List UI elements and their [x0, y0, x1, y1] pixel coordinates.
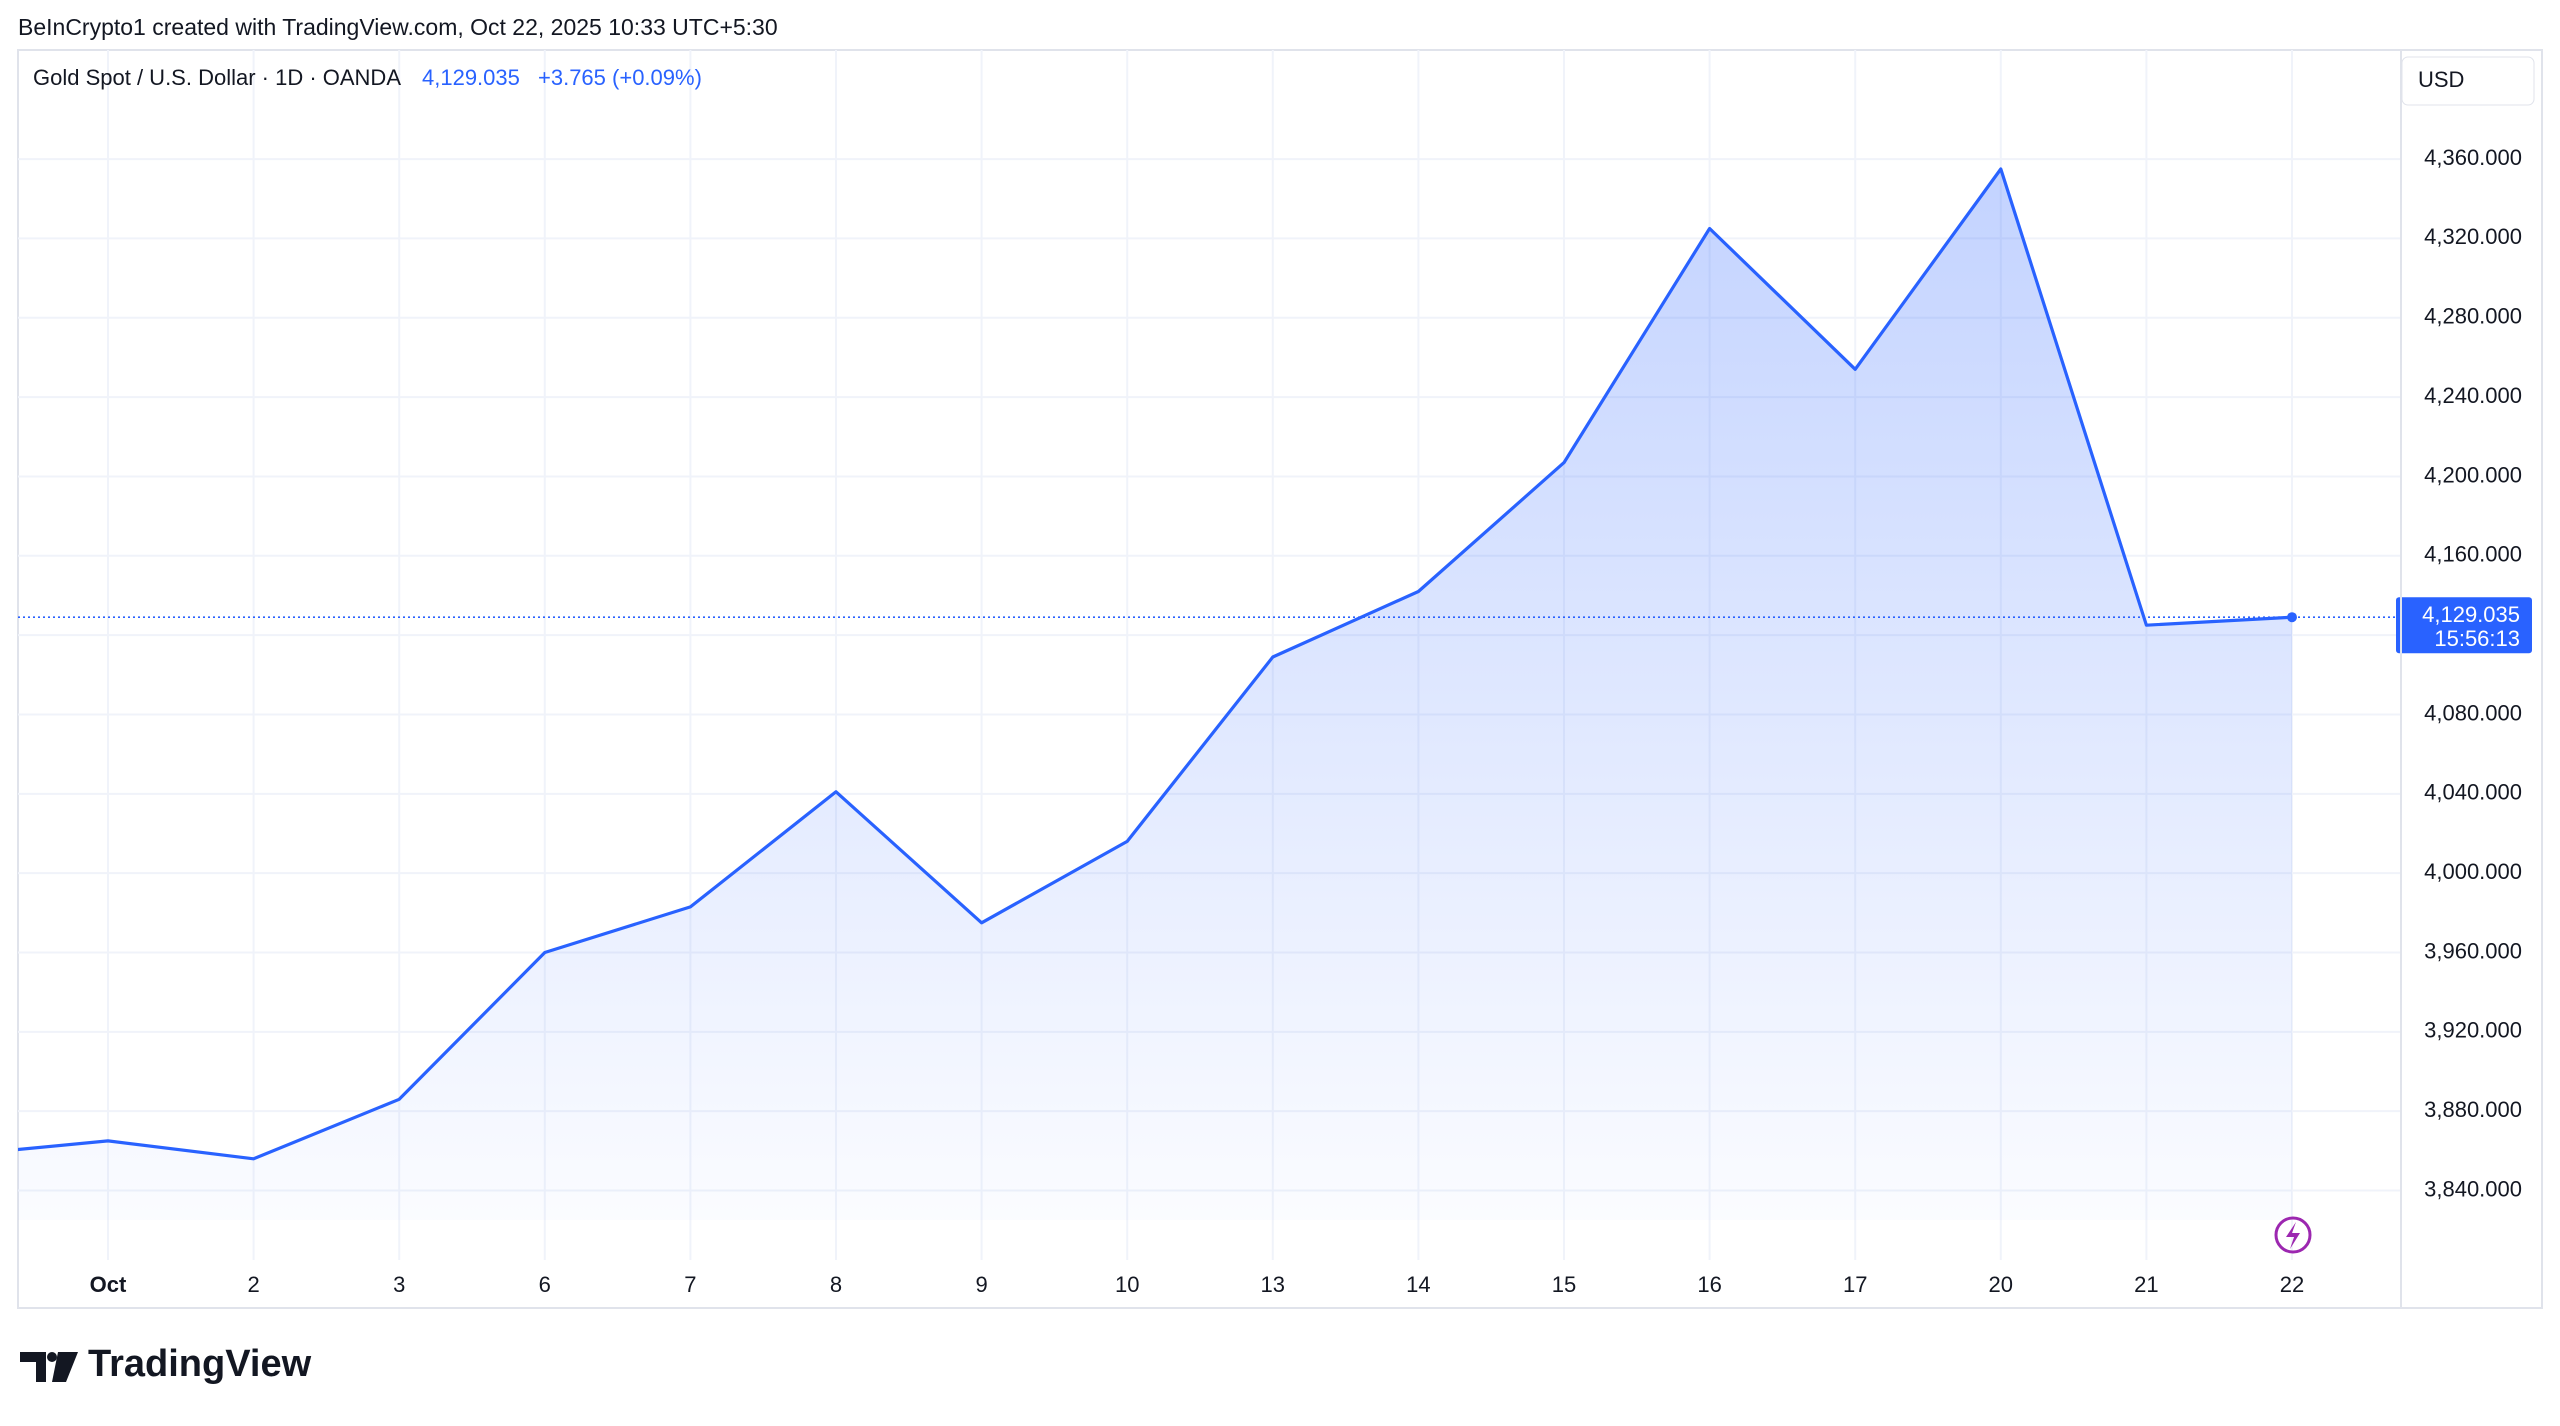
y-tick-label: 3,880.000: [2424, 1097, 2522, 1122]
legend-change: +3.765 (+0.09%): [538, 65, 702, 90]
alert-icon[interactable]: [2274, 1216, 2312, 1254]
y-tick-label: 4,360.000: [2424, 145, 2522, 170]
x-tick-label: 9: [975, 1272, 987, 1297]
header: BeInCrypto1 created with TradingView.com…: [18, 14, 778, 40]
y-tick-label: 4,280.000: [2424, 304, 2522, 329]
last-point: [2287, 612, 2297, 623]
x-tick-label: Oct: [90, 1272, 127, 1297]
tv-logo: TradingView: [20, 1343, 312, 1385]
x-tick-label: 3: [393, 1272, 405, 1297]
x-tick-label: 6: [539, 1272, 551, 1297]
y-tick-label: 3,840.000: [2424, 1176, 2522, 1201]
x-tick-label: 20: [1989, 1272, 2013, 1297]
x-tick-label: 22: [2280, 1272, 2304, 1297]
countdown: 15:56:13: [2434, 626, 2520, 651]
price-tag: [2396, 597, 2532, 654]
x-tick-label: 8: [830, 1272, 842, 1297]
logo-text: TradingView: [88, 1343, 312, 1385]
x-tick-label: 13: [1261, 1272, 1285, 1297]
x-tick-label: 16: [1697, 1272, 1721, 1297]
y-tick-label: 4,320.000: [2424, 224, 2522, 249]
logo-mark: [20, 1352, 78, 1382]
legend-price: 4,129.035: [422, 65, 520, 90]
x-tick-label: 7: [684, 1272, 696, 1297]
y-tick-label: 4,160.000: [2424, 542, 2522, 567]
price-axis-border: [2400, 50, 2402, 1308]
bolt: [2286, 1222, 2300, 1249]
y-tick-label: 4,000.000: [2424, 859, 2522, 884]
y-tick-label: 4,240.000: [2424, 383, 2522, 408]
y-tick-label: 4,080.000: [2424, 700, 2522, 725]
y-tick-label: 3,960.000: [2424, 938, 2522, 963]
currency[interactable]: USD: [2418, 67, 2464, 92]
y-tick-label: 3,920.000: [2424, 1018, 2522, 1043]
currency-button[interactable]: [2401, 56, 2535, 106]
symbol: Gold Spot / U.S. Dollar · 1D · OANDA: [33, 65, 401, 90]
y-tick-label: 4,200.000: [2424, 462, 2522, 487]
x-tick-label: 2: [247, 1272, 259, 1297]
x-tick-label: 21: [2134, 1272, 2158, 1297]
area-fill: [18, 169, 2292, 1220]
logo-dot: [47, 1352, 57, 1362]
y-tick-label: 4,040.000: [2424, 780, 2522, 805]
x-tick-label: 14: [1406, 1272, 1430, 1297]
x-tick-label: 15: [1552, 1272, 1576, 1297]
x-tick-label: 17: [1843, 1272, 1867, 1297]
chart-frame: [17, 49, 2543, 1309]
price-tag-label: 4,129.035: [2422, 602, 2520, 627]
price-line: [18, 167, 2293, 1161]
x-tick-label: 10: [1115, 1272, 1139, 1297]
